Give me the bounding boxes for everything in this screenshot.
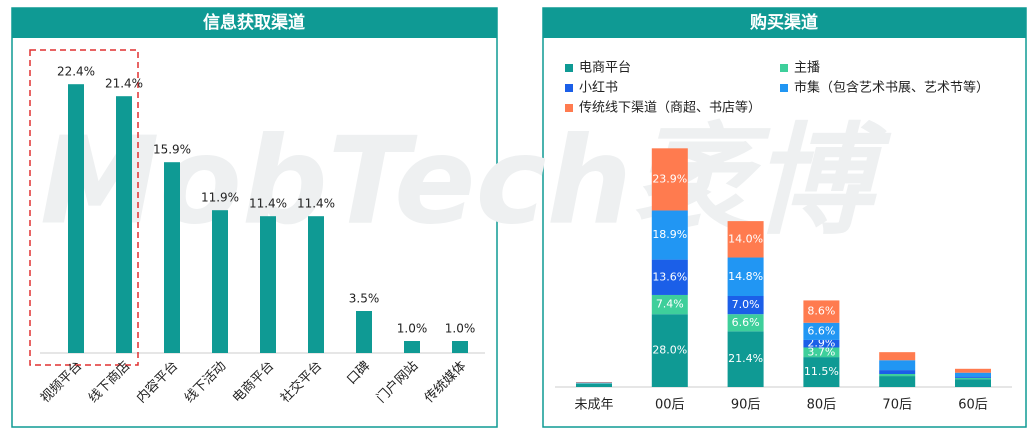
bar-segment: [576, 383, 612, 384]
bar: [404, 341, 420, 353]
value-label: 21.4%: [105, 77, 143, 91]
value-label: 3.5%: [349, 292, 380, 306]
legend-label: 小红书: [579, 80, 618, 96]
bar-segment: [576, 383, 612, 387]
value-label: 21.4%: [728, 352, 763, 365]
bar-segment: [955, 368, 991, 373]
x-tick-label: 70后: [882, 398, 912, 413]
bar-segment: [803, 339, 840, 348]
bar-segment: [651, 259, 688, 295]
value-label: 2.9%: [807, 337, 835, 350]
bar-segment: [879, 370, 916, 374]
bar-segment: [879, 360, 916, 371]
x-tick-label: 00后: [655, 398, 685, 413]
right-header: [543, 8, 1026, 38]
value-label: 11.4%: [297, 197, 335, 211]
bar: [308, 216, 324, 353]
bar-segment: [955, 372, 991, 377]
x-tick-label: 60后: [958, 398, 988, 413]
value-label: 1.0%: [445, 322, 476, 336]
legend-label: 主播: [794, 61, 820, 76]
legend-swatch: [780, 64, 788, 72]
value-label: 8.6%: [807, 305, 835, 318]
left-header: [12, 8, 497, 38]
value-label: 11.9%: [201, 191, 239, 205]
value-label: 1.0%: [397, 322, 428, 336]
bar-segment: [803, 347, 840, 358]
bar: [260, 216, 276, 353]
x-tick-label: 未成年: [574, 398, 613, 413]
bar-segment: [727, 314, 764, 332]
bar-segment: [651, 294, 688, 315]
value-label: 7.4%: [656, 298, 684, 311]
value-label: 6.6%: [732, 316, 760, 329]
bar-segment: [727, 296, 764, 315]
bar-segment: [803, 322, 840, 340]
bar-segment: [803, 300, 840, 323]
bar: [164, 162, 180, 353]
value-label: 11.4%: [249, 197, 287, 211]
bar-segment: [651, 148, 688, 211]
bar-segment: [879, 352, 916, 361]
bar-segment: [727, 221, 764, 258]
value-label: 18.9%: [652, 228, 687, 241]
bar: [116, 96, 132, 353]
bar-segment: [879, 374, 916, 377]
bar-segment: [803, 357, 840, 387]
bar: [68, 84, 84, 353]
value-label: 28.0%: [652, 344, 687, 357]
value-label: 23.9%: [652, 172, 687, 185]
legend-swatch: [565, 84, 573, 92]
value-label: 3.7%: [807, 345, 835, 358]
chart-title: 购买渠道: [750, 12, 818, 33]
legend-swatch: [565, 64, 573, 72]
value-label: 22.4%: [57, 65, 95, 79]
bar: [452, 341, 468, 353]
legend-label: 传统线下渠道（商超、书店等）: [579, 100, 761, 116]
value-label: 14.8%: [728, 270, 763, 283]
bar-segment: [879, 376, 916, 387]
bar-segment: [727, 331, 764, 387]
bar-segment: [576, 382, 612, 384]
value-label: 11.5%: [804, 365, 839, 378]
chart-title: 信息获取渠道: [203, 12, 305, 33]
bar-segment: [955, 377, 991, 380]
bar-segment: [955, 379, 991, 387]
highlight-box: [29, 49, 139, 366]
bar: [356, 311, 372, 353]
value-label: 15.9%: [153, 143, 191, 157]
x-tick-label: 90后: [731, 398, 761, 413]
value-label: 6.6%: [807, 324, 835, 337]
bar-segment: [651, 210, 688, 260]
value-label: 13.6%: [652, 270, 687, 283]
legend-swatch: [565, 104, 573, 112]
x-tick-label: 80后: [807, 398, 837, 413]
legend-label: 市集（包含艺术书展、艺术节等）: [794, 80, 989, 96]
bar-segment: [955, 376, 991, 378]
bar-segment: [651, 314, 688, 387]
legend-label: 电商平台: [579, 61, 631, 76]
left-panel: [11, 7, 498, 428]
bar-segment: [576, 382, 612, 383]
value-label: 14.0%: [728, 232, 763, 245]
value-label: 7.0%: [732, 298, 760, 311]
bar: [212, 210, 228, 353]
legend-swatch: [780, 84, 788, 92]
bar-segment: [727, 257, 764, 296]
